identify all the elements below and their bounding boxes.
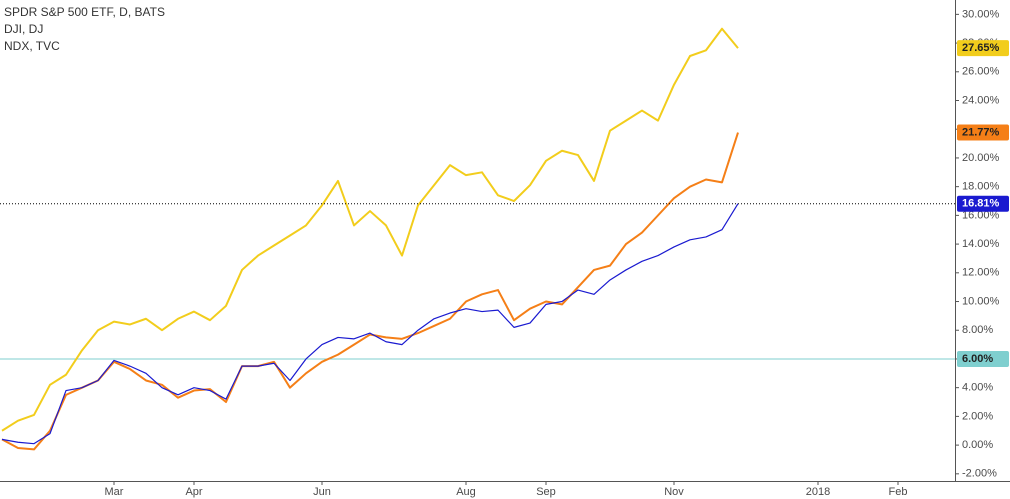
legend-entry: DJI, DJ bbox=[4, 22, 43, 36]
series-line bbox=[1, 132, 739, 451]
y-tick-label: 12.00% bbox=[962, 267, 1000, 279]
y-tick-label: 30.00% bbox=[962, 8, 1000, 20]
x-tick-label: Mar bbox=[105, 486, 124, 498]
legend-entry: SPDR S&P 500 ETF, D, BATS bbox=[4, 5, 165, 19]
x-tick-label: 2018 bbox=[806, 486, 830, 498]
series-line bbox=[1, 203, 739, 445]
x-tick-label: Nov bbox=[664, 486, 684, 498]
series-line bbox=[1, 27, 739, 432]
y-tick-label: 20.00% bbox=[962, 152, 1000, 164]
y-tick-label: 8.00% bbox=[962, 324, 993, 336]
y-tick-label: -2.00% bbox=[962, 468, 997, 480]
y-tick-label: 24.00% bbox=[962, 94, 1000, 106]
legend-entry: NDX, TVC bbox=[4, 39, 60, 53]
y-tick-label: 2.00% bbox=[962, 410, 993, 422]
price-label: 21.77% bbox=[962, 126, 1000, 138]
y-tick-label: 10.00% bbox=[962, 295, 1000, 307]
price-label-box bbox=[957, 40, 1009, 57]
x-tick-label: Aug bbox=[456, 486, 476, 498]
price-label-box bbox=[957, 195, 1009, 212]
price-label: 27.65% bbox=[962, 42, 1000, 54]
price-label: 6.00% bbox=[962, 353, 993, 365]
x-tick-label: Feb bbox=[889, 486, 908, 498]
y-tick-label: 14.00% bbox=[962, 238, 1000, 250]
price-label: 16.81% bbox=[962, 198, 1000, 210]
x-tick-label: Apr bbox=[185, 486, 202, 498]
x-tick-label: Sep bbox=[536, 486, 556, 498]
y-tick-label: 16.00% bbox=[962, 209, 1000, 221]
x-tick-label: Jun bbox=[313, 486, 331, 498]
y-tick-label: 18.00% bbox=[962, 181, 1000, 193]
price-label-box bbox=[957, 124, 1009, 141]
y-tick-label: 0.00% bbox=[962, 439, 993, 451]
y-tick-label: 4.00% bbox=[962, 382, 993, 394]
price-label-box bbox=[957, 350, 1009, 367]
y-tick-label: 26.00% bbox=[962, 66, 1000, 78]
